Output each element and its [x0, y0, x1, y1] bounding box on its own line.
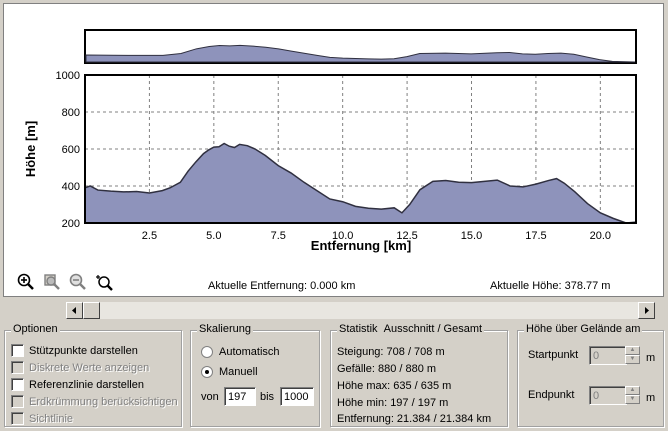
auto-label: Automatisch	[219, 345, 280, 358]
stat-ascent: Steigung: 708 / 708 m	[337, 345, 445, 358]
stat-distance: Entfernung: 21.384 / 21.384 km	[337, 412, 492, 425]
from-label: von	[201, 391, 219, 403]
to-label: bis	[260, 391, 275, 403]
current-height-readout: Aktuelle Höhe: 378.77 m	[490, 280, 611, 292]
support-points-label: Stützpunkte darstellen	[29, 344, 138, 357]
option-discrete-values[interactable]: Diskrete Werte anzeigen	[11, 360, 149, 375]
profile-chart[interactable]: 2.5 5.0 7.5 10.0 12.5 15.0 17.5 20.0 200 400 600 8…	[4, 4, 665, 264]
auto-radio[interactable]	[201, 345, 213, 358]
zoom-reset-icon[interactable]	[94, 272, 114, 292]
spin-up-icon[interactable]: ▲	[625, 386, 640, 395]
options-group-title: Optionen	[11, 323, 60, 335]
discrete-values-label: Diskrete Werte anzeigen	[29, 361, 150, 374]
stat-descent: Gefälle: 880 / 880 m	[337, 362, 437, 375]
to-input[interactable]	[280, 387, 314, 406]
start-point-unit: m	[646, 352, 656, 364]
elevation-area	[84, 142, 637, 224]
x-tick-label: 17.5	[525, 230, 546, 242]
horizontal-scrollbar[interactable]	[66, 301, 655, 319]
scaling-manual-option[interactable]: Manuell	[201, 364, 258, 379]
current-distance-readout: Aktuelle Entfernung: 0.000 km	[208, 280, 356, 292]
y-tick-label: 600	[62, 144, 80, 156]
start-point-spinner[interactable]: ▲ ▼	[625, 346, 640, 365]
option-earth-curvature[interactable]: Erdkrümmung berücksichtigen	[11, 394, 178, 409]
zoom-in-icon[interactable]	[16, 272, 36, 292]
plot-frame	[84, 74, 637, 224]
scroll-left-button[interactable]	[66, 302, 83, 319]
stat-height-min: Höhe min: 197 / 197 m	[337, 396, 449, 409]
y-tick-label: 800	[62, 107, 80, 119]
option-line-of-sight[interactable]: Sichtlinie	[11, 411, 73, 426]
terrain-height-group-title: Höhe über Gelände am	[524, 323, 643, 335]
y-tick-labels: 200 400 600 800 1000	[56, 70, 80, 230]
support-points-checkbox[interactable]	[11, 344, 24, 357]
x-axis-label: Entfernung [km]	[311, 238, 411, 253]
end-point-label: Endpunkt	[528, 389, 575, 401]
zoom-out-icon[interactable]	[68, 272, 88, 292]
discrete-values-checkbox[interactable]	[11, 361, 24, 374]
arrow-right-icon	[645, 307, 649, 314]
from-input[interactable]	[224, 387, 256, 406]
end-point-unit: m	[646, 392, 656, 404]
overview-chart[interactable]	[84, 29, 637, 64]
end-point-input[interactable]	[589, 386, 627, 405]
start-point-label: Startpunkt	[528, 349, 579, 361]
stat-height-max: Höhe max: 635 / 635 m	[337, 379, 452, 392]
statistics-group: Statistik Ausschnitt / Gesamt Steigung: …	[330, 323, 508, 427]
start-point-input[interactable]	[589, 346, 627, 365]
line-of-sight-checkbox[interactable]	[11, 412, 24, 425]
statistics-title: Statistik	[339, 323, 378, 335]
spin-down-icon[interactable]: ▼	[625, 355, 640, 364]
statistics-group-title: Statistik Ausschnitt / Gesamt	[337, 323, 485, 335]
spin-down-icon[interactable]: ▼	[625, 395, 640, 404]
earth-curvature-label: Erdkrümmung berücksichtigen	[29, 395, 178, 408]
reference-line-label: Referenzlinie darstellen	[29, 378, 144, 391]
scaling-group: Skalierung Automatisch Manuell von bis	[190, 323, 320, 427]
arrow-left-icon	[72, 307, 76, 314]
x-tick-label: 2.5	[142, 230, 157, 242]
detail-chart[interactable]: 2.5 5.0 7.5 10.0 12.5 15.0 17.5 20.0 200 400 600 8…	[23, 70, 637, 253]
options-group: Optionen Stützpunkte darstellen Diskrete…	[4, 323, 182, 427]
scaling-auto-option[interactable]: Automatisch	[201, 344, 280, 359]
y-tick-label: 1000	[56, 70, 80, 82]
y-tick-label: 400	[62, 181, 80, 193]
option-reference-line[interactable]: Referenzlinie darstellen	[11, 377, 144, 392]
x-tick-label: 15.0	[461, 230, 482, 242]
scaling-group-title: Skalierung	[197, 323, 253, 335]
statistics-subtitle: Ausschnitt / Gesamt	[383, 323, 483, 335]
x-tick-label: 10.0	[332, 230, 353, 242]
option-support-points[interactable]: Stützpunkte darstellen	[11, 343, 138, 358]
reference-line-checkbox[interactable]	[11, 378, 24, 391]
y-axis-label: Höhe [m]	[23, 121, 38, 177]
spin-up-icon[interactable]: ▲	[625, 346, 640, 355]
x-tick-label: 5.0	[206, 230, 221, 242]
y-tick-label: 200	[62, 218, 80, 230]
x-tick-label: 12.5	[396, 230, 417, 242]
end-point-spinner[interactable]: ▲ ▼	[625, 386, 640, 405]
x-tick-label: 7.5	[271, 230, 286, 242]
terrain-height-group: Höhe über Gelände am Startpunkt ▲ ▼ m En…	[517, 323, 664, 427]
manual-radio[interactable]	[201, 365, 213, 378]
profile-chart-panel: 2.5 5.0 7.5 10.0 12.5 15.0 17.5 20.0 200 400 600 8…	[3, 3, 664, 297]
x-tick-label: 20.0	[590, 230, 611, 242]
line-of-sight-label: Sichtlinie	[29, 412, 74, 425]
scroll-thumb[interactable]	[83, 302, 100, 319]
manual-label: Manuell	[219, 365, 258, 378]
scroll-right-button[interactable]	[638, 302, 655, 319]
earth-curvature-checkbox[interactable]	[11, 395, 24, 408]
x-tick-labels: 2.5 5.0 7.5 10.0 12.5 15.0 17.5 20.0	[142, 230, 611, 242]
overview-area	[85, 44, 636, 63]
zoom-region-icon[interactable]	[42, 272, 62, 292]
